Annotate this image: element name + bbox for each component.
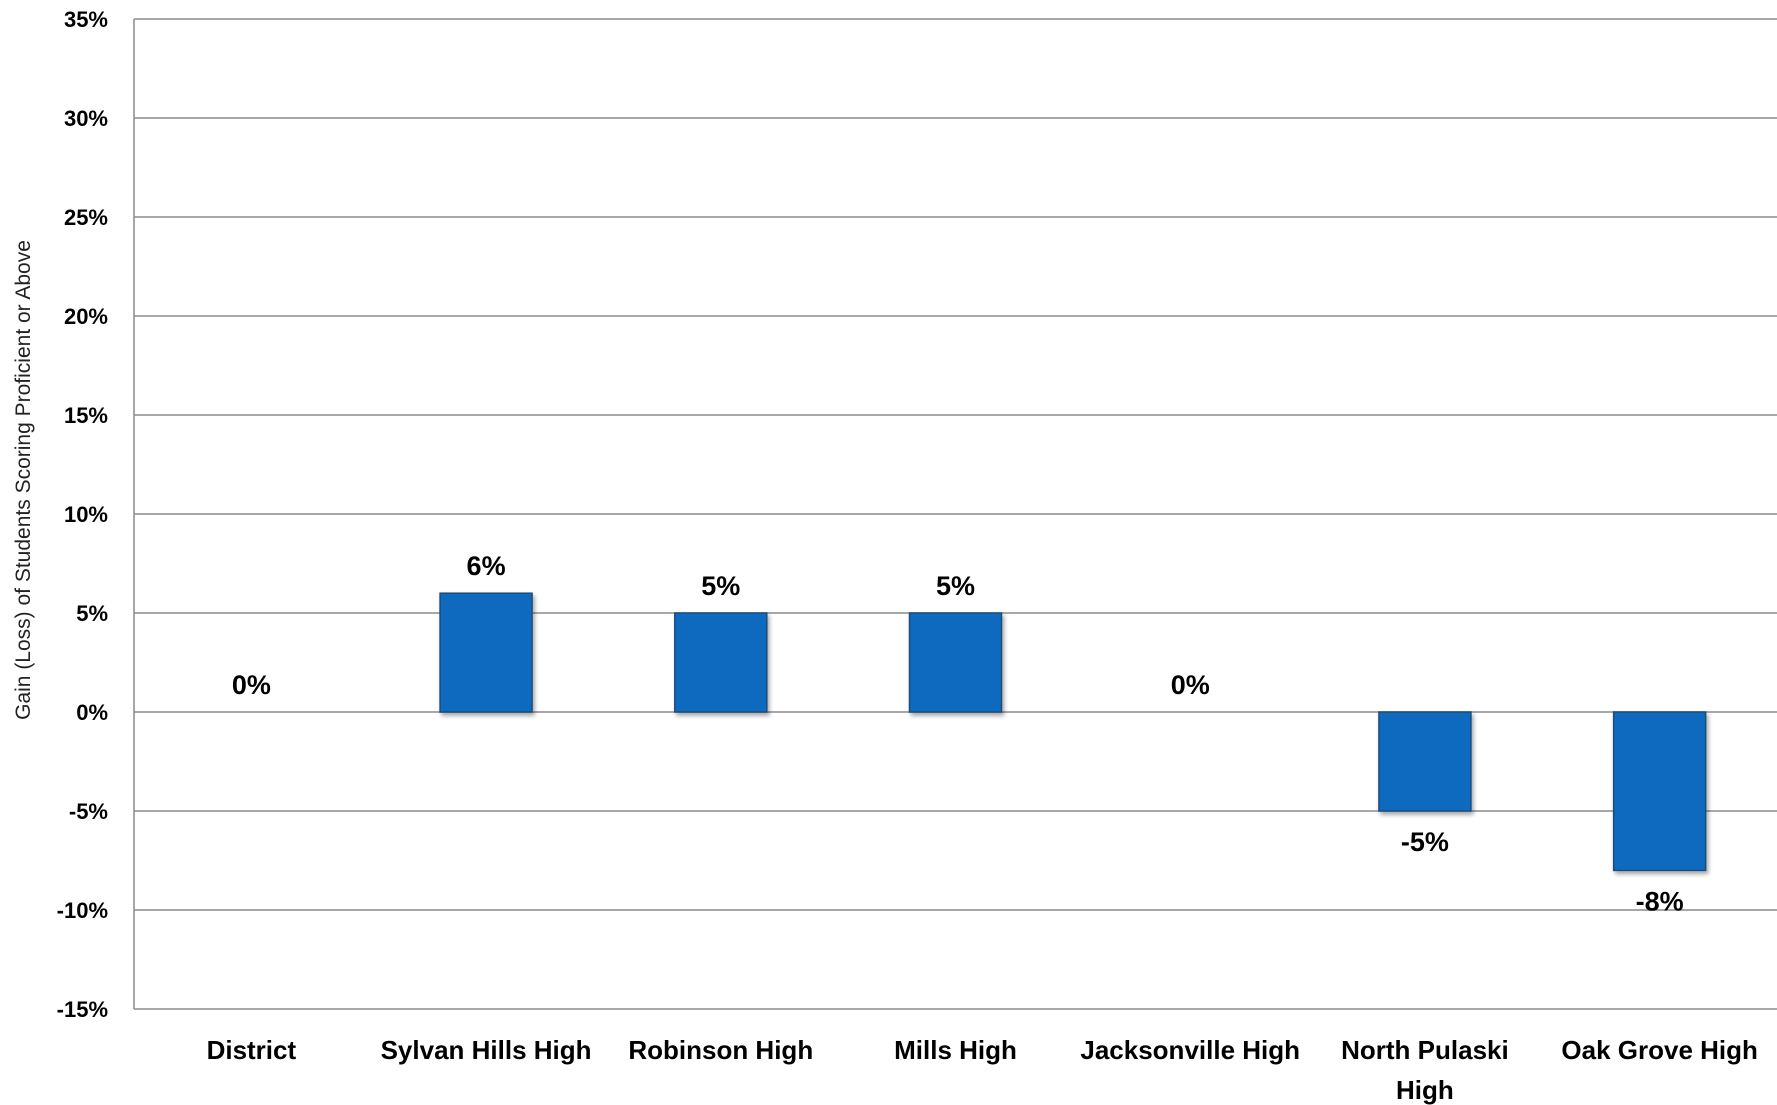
data-label: -5% xyxy=(1401,827,1449,857)
bar xyxy=(674,612,768,713)
y-tick-label: 35% xyxy=(64,7,108,32)
category-label: Sylvan Hills High xyxy=(381,1035,592,1065)
category-label: Mills High xyxy=(894,1035,1017,1065)
category-label: High xyxy=(1396,1075,1454,1105)
gridlines xyxy=(134,18,1777,1010)
y-tick-label: 20% xyxy=(64,304,108,329)
bar xyxy=(1378,711,1472,812)
y-tick-label: -5% xyxy=(69,799,108,824)
y-tick-label: 15% xyxy=(64,403,108,428)
y-tick-label: 30% xyxy=(64,106,108,131)
category-label: Jacksonville High xyxy=(1080,1035,1300,1065)
y-tick-label: -10% xyxy=(57,898,108,923)
y-axis-tick-labels: 35% 30% 25% 20% 15% 10% 5% 0% -5% -10% -15% xyxy=(57,7,108,1022)
category-label: Oak Grove High xyxy=(1561,1035,1758,1065)
data-label: 0% xyxy=(232,670,271,700)
data-label: 0% xyxy=(1171,670,1210,700)
category-label: Robinson High xyxy=(628,1035,813,1065)
x-axis-category-labels: District Sylvan Hills High Robinson High Mi… xyxy=(207,1035,1758,1105)
y-axis-title: Gain (Loss) of Students Scoring Proficie… xyxy=(12,240,35,720)
category-label: North Pulaski xyxy=(1341,1035,1509,1065)
data-label: -8% xyxy=(1636,886,1684,916)
bars xyxy=(439,592,1707,872)
data-labels: 0% 6% 5% 5% 0% -5% -8% xyxy=(232,551,1684,916)
y-tick-label: -15% xyxy=(57,997,108,1022)
category-label: District xyxy=(207,1035,297,1065)
data-label: 5% xyxy=(701,571,740,601)
y-tick-label: 10% xyxy=(64,502,108,527)
bar xyxy=(908,612,1003,713)
data-label: 6% xyxy=(467,551,506,581)
y-tick-label: 25% xyxy=(64,205,108,230)
bar xyxy=(439,592,533,713)
data-label: 5% xyxy=(936,571,975,601)
y-tick-label: 5% xyxy=(76,601,108,626)
y-tick-label: 0% xyxy=(76,700,108,725)
bar xyxy=(1612,711,1707,872)
